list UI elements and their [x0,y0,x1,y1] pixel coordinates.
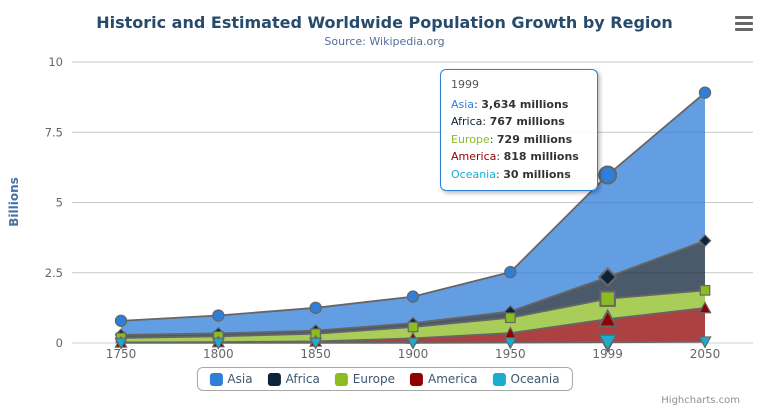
y-axis-tick-label: 10 [48,55,63,69]
legend-label: Africa [285,372,320,386]
data-point-marker[interactable] [406,337,420,350]
data-point-marker[interactable] [504,265,517,279]
data-point-marker[interactable] [598,165,618,185]
data-point-marker[interactable] [597,333,618,353]
hamburger-menu-icon[interactable] [735,16,753,31]
data-point-marker[interactable] [699,284,711,296]
credits-link[interactable]: Highcharts.com [661,395,740,406]
x-axis-tick-label: 1950 [495,347,526,361]
legend-item-europe[interactable]: Europe [334,372,396,386]
legend-swatch-icon [492,372,506,386]
legend-item-africa[interactable]: Africa [267,372,320,386]
x-axis-tick-label: 1999 [592,347,623,361]
data-point-marker[interactable] [114,314,128,327]
data-point-marker[interactable] [309,337,323,350]
data-point-marker[interactable] [503,337,517,350]
data-point-marker[interactable] [698,336,712,349]
hamburger-bar [735,27,753,31]
legend-label: Asia [227,372,253,386]
legend-label: America [428,372,478,386]
data-point-marker[interactable] [698,86,712,99]
data-point-marker[interactable] [406,290,420,303]
legend-swatch-icon [267,372,281,386]
legend: Asia Africa Europe America Oceania [196,367,573,391]
data-point-marker[interactable] [309,301,322,315]
data-point-marker[interactable] [597,308,618,328]
hamburger-bar [735,21,753,26]
legend-label: Europe [352,372,396,386]
y-axis-tick-label: 2.5 [45,266,63,280]
series-area-asia [121,92,705,335]
legend-label: Oceania [510,372,560,386]
series-area-africa [121,240,705,338]
x-axis-tick-label: 1750 [106,347,137,361]
y-axis-title: Billions [7,177,21,227]
y-axis-tick-label: 7.5 [45,125,63,139]
data-point-marker[interactable] [597,267,618,288]
legend-item-america[interactable]: America [410,372,478,386]
legend-swatch-icon [410,372,424,386]
chart-subtitle: Source: Wikipedia.org [324,35,445,48]
x-axis-tick-label: 2050 [690,347,721,361]
hamburger-bar [735,16,753,20]
legend-swatch-icon [334,372,348,386]
data-point-marker[interactable] [599,290,616,307]
legend-item-asia[interactable]: Asia [209,372,253,386]
x-axis-tick-label: 1900 [398,347,429,361]
data-point-marker[interactable] [211,337,225,350]
data-point-marker[interactable] [698,234,712,248]
data-point-marker[interactable] [212,309,225,322]
y-axis-tick-label: 5 [56,196,63,210]
data-point-marker[interactable] [698,301,712,314]
x-axis-tick-label: 1800 [203,347,234,361]
data-point-marker[interactable] [407,321,419,333]
data-point-marker[interactable] [504,312,516,324]
legend-item-oceania[interactable]: Oceania [492,372,560,386]
chart-title: Historic and Estimated Worldwide Populat… [96,13,673,32]
x-axis-tick-label: 1850 [300,347,331,361]
legend-swatch-icon [209,372,223,386]
y-axis-tick-label: 0 [56,336,63,350]
data-point-marker[interactable] [114,337,128,350]
series-area-america [121,308,705,343]
